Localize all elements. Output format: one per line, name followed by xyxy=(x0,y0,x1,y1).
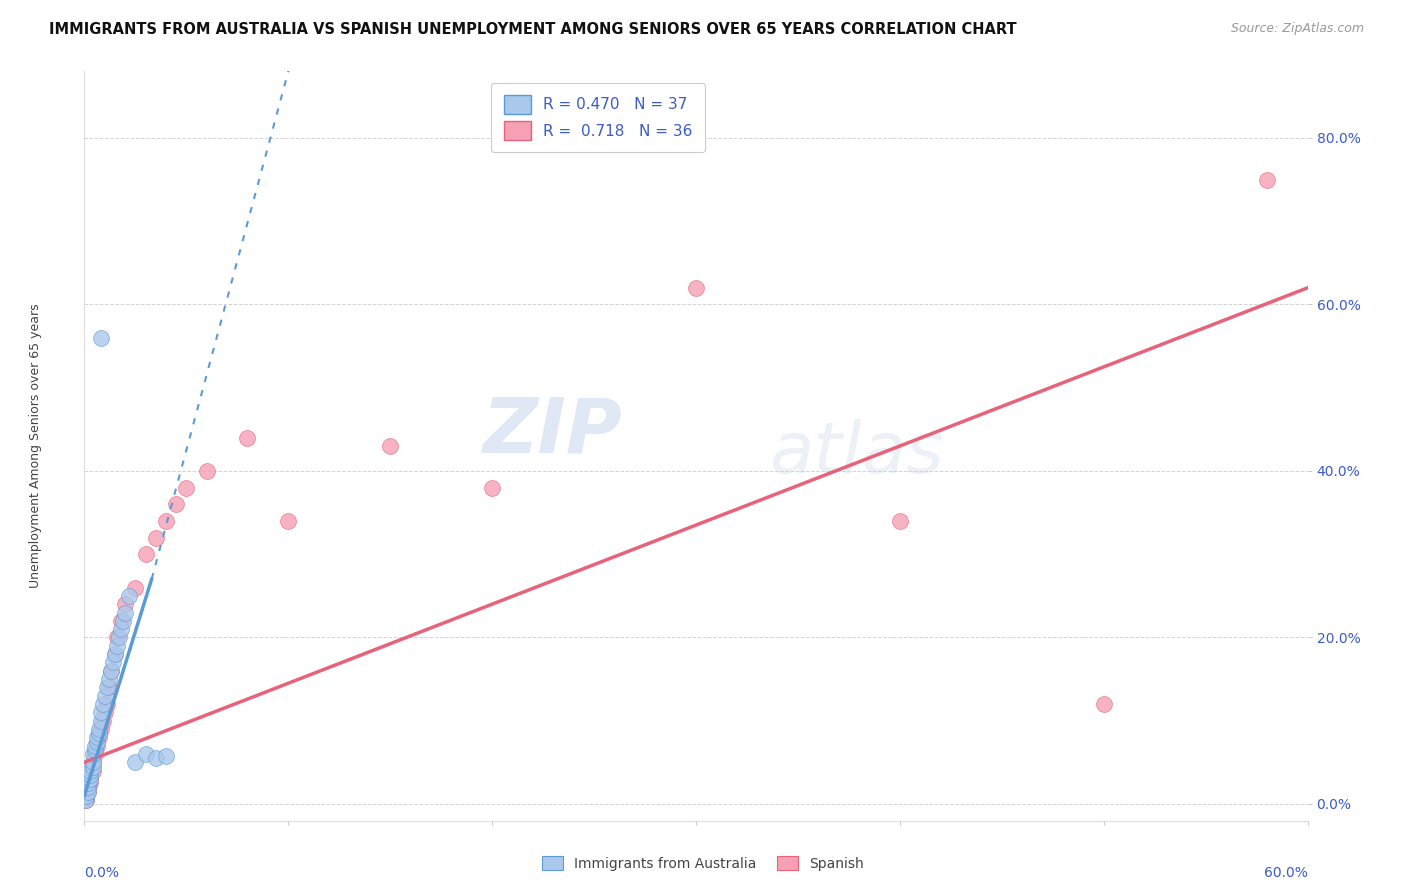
Point xyxy=(77,784,100,798)
Point xyxy=(79,764,101,778)
Point xyxy=(90,714,112,728)
Point xyxy=(86,734,108,748)
Point xyxy=(79,772,101,786)
Point xyxy=(145,531,167,545)
Point xyxy=(79,776,101,790)
Point xyxy=(124,756,146,770)
Point xyxy=(82,764,104,778)
Point xyxy=(100,664,122,678)
Point xyxy=(87,726,110,740)
Point xyxy=(77,780,100,795)
Point xyxy=(118,589,141,603)
Point xyxy=(380,439,402,453)
Point xyxy=(174,481,197,495)
Point xyxy=(96,681,118,695)
Point xyxy=(82,759,104,773)
Point xyxy=(195,464,218,478)
Point xyxy=(97,681,120,695)
Point xyxy=(93,706,115,720)
Point xyxy=(1256,172,1278,186)
Text: Source: ZipAtlas.com: Source: ZipAtlas.com xyxy=(1230,22,1364,36)
Point xyxy=(108,631,131,645)
Point xyxy=(77,784,100,798)
Point xyxy=(236,431,259,445)
Point xyxy=(82,747,104,761)
Point xyxy=(135,747,157,761)
Point xyxy=(124,581,146,595)
Point xyxy=(110,614,132,628)
Point xyxy=(100,664,122,678)
Point xyxy=(79,768,101,782)
Point xyxy=(1092,697,1115,711)
Point xyxy=(77,776,100,790)
Point xyxy=(82,756,104,770)
Point xyxy=(165,497,187,511)
Point xyxy=(90,331,112,345)
Point xyxy=(79,772,101,786)
Text: IMMIGRANTS FROM AUSTRALIA VS SPANISH UNEMPLOYMENT AMONG SENIORS OVER 65 YEARS CO: IMMIGRANTS FROM AUSTRALIA VS SPANISH UNE… xyxy=(49,22,1017,37)
Text: atlas: atlas xyxy=(769,419,943,488)
Point xyxy=(86,731,108,745)
Point xyxy=(83,743,105,757)
Point xyxy=(155,748,177,763)
Point xyxy=(96,697,118,711)
Point xyxy=(889,514,911,528)
Point xyxy=(83,747,105,761)
Point xyxy=(75,793,97,807)
Point xyxy=(104,647,127,661)
Legend: Immigrants from Australia, Spanish: Immigrants from Australia, Spanish xyxy=(537,850,869,876)
Text: 60.0%: 60.0% xyxy=(1264,865,1308,880)
Point xyxy=(90,722,112,736)
Point xyxy=(277,514,299,528)
Point xyxy=(114,606,136,620)
Point xyxy=(77,780,100,795)
Point xyxy=(145,751,167,765)
Point xyxy=(155,514,177,528)
Point xyxy=(135,547,157,561)
Point xyxy=(481,481,503,495)
Text: 0.0%: 0.0% xyxy=(84,865,120,880)
Point xyxy=(112,614,135,628)
Point xyxy=(105,631,128,645)
Point xyxy=(75,789,97,803)
Point xyxy=(110,622,132,636)
Point xyxy=(685,281,707,295)
Point xyxy=(114,597,136,611)
Point xyxy=(104,647,127,661)
Point xyxy=(82,756,104,770)
Point xyxy=(101,656,124,670)
Point xyxy=(91,714,114,728)
Point xyxy=(91,697,114,711)
Point xyxy=(90,706,112,720)
Point xyxy=(87,731,110,745)
Text: Unemployment Among Seniors over 65 years: Unemployment Among Seniors over 65 years xyxy=(30,303,42,589)
Point xyxy=(97,672,120,686)
Point xyxy=(105,639,128,653)
Point xyxy=(93,689,115,703)
Point xyxy=(86,739,108,753)
Point xyxy=(75,789,97,803)
Point xyxy=(87,722,110,736)
Point xyxy=(75,793,97,807)
Text: ZIP: ZIP xyxy=(482,394,623,468)
Point xyxy=(83,739,105,753)
